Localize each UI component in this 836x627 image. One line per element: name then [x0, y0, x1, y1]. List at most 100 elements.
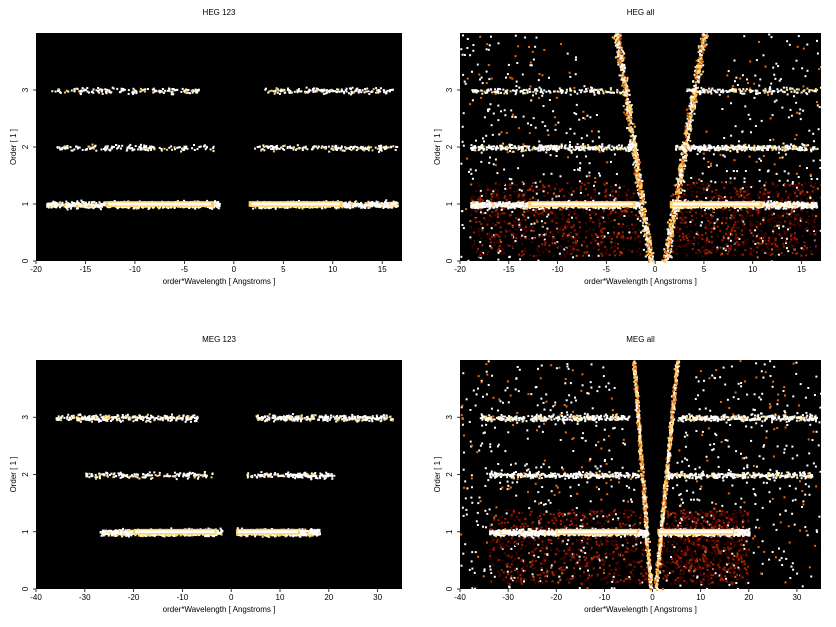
- event-pixel: [704, 253, 706, 255]
- event-pixel: [518, 194, 520, 196]
- event-pixel: [191, 147, 193, 149]
- event-pixel: [728, 236, 730, 238]
- event-pixel: [570, 253, 572, 255]
- event-pixel: [713, 196, 715, 198]
- event-pixel: [518, 219, 520, 221]
- event-pixel: [486, 82, 488, 84]
- event-pixel: [318, 146, 320, 148]
- event-pixel: [707, 228, 709, 230]
- event-pixel: [579, 226, 581, 228]
- event-pixel: [734, 60, 736, 62]
- event-pixel: [768, 239, 770, 241]
- event-pixel: [102, 203, 104, 205]
- event-pixel: [475, 218, 477, 220]
- event-pixel: [515, 224, 517, 226]
- event-pixel: [538, 235, 540, 237]
- event-pixel: [787, 180, 789, 182]
- event-pixel: [487, 236, 489, 238]
- event-pixel: [716, 261, 718, 263]
- event-pixel: [561, 217, 563, 219]
- event-pixel: [722, 239, 724, 241]
- event-pixel: [60, 92, 62, 94]
- event-pixel: [819, 167, 821, 169]
- event-pixel: [472, 200, 474, 202]
- event-pixel: [634, 231, 636, 233]
- event-pixel: [743, 196, 745, 198]
- event-pixel: [802, 110, 804, 112]
- event-pixel: [799, 108, 801, 110]
- event-pixel: [89, 148, 91, 150]
- event-pixel: [614, 245, 616, 247]
- event-pixel: [465, 83, 467, 85]
- event-pixel: [75, 146, 77, 148]
- event-pixel: [567, 219, 569, 221]
- event-pixel: [639, 254, 641, 256]
- event-pixel: [591, 255, 593, 257]
- event-pixel: [371, 90, 373, 92]
- event-pixel: [560, 255, 562, 257]
- event-pixel: [524, 248, 526, 250]
- event-pixel: [140, 149, 142, 151]
- event-pixel: [799, 113, 801, 115]
- event-pixel: [579, 221, 581, 223]
- event-pixel: [507, 223, 509, 225]
- y-tick-label: 3: [21, 87, 30, 92]
- event-pixel: [712, 249, 714, 251]
- event-pixel: [790, 223, 792, 225]
- event-pixel: [126, 150, 128, 152]
- event-pixel: [748, 209, 750, 211]
- event-pixel: [543, 105, 545, 107]
- event-pixel: [696, 78, 698, 80]
- event-pixel: [283, 149, 285, 151]
- event-pixel: [738, 140, 740, 142]
- event-pixel: [580, 186, 582, 188]
- event-pixel: [523, 185, 525, 187]
- event-pixel: [584, 195, 586, 197]
- event-pixel: [96, 89, 98, 91]
- event-pixel: [515, 190, 517, 192]
- event-pixel: [710, 165, 712, 167]
- event-pixel: [775, 238, 777, 240]
- event-pixel: [771, 260, 773, 262]
- event-pixel: [166, 149, 168, 151]
- event-pixel: [732, 85, 734, 87]
- event-pixel: [746, 78, 748, 80]
- event-pixel: [723, 187, 725, 189]
- event-pixel: [679, 171, 681, 173]
- event-pixel: [814, 225, 816, 227]
- event-pixel: [751, 224, 753, 226]
- event-pixel: [252, 208, 254, 210]
- event-pixel: [562, 238, 564, 240]
- event-pixel: [544, 241, 546, 243]
- event-pixel: [570, 211, 572, 213]
- event-pixel: [535, 199, 537, 201]
- event-pixel: [790, 109, 792, 111]
- event-pixel: [385, 199, 387, 201]
- event-pixel: [206, 146, 208, 148]
- event-pixel: [808, 223, 810, 225]
- event-pixel: [162, 91, 164, 93]
- event-pixel: [504, 197, 506, 199]
- event-pixel: [618, 249, 620, 251]
- event-pixel: [280, 90, 282, 92]
- event-pixel: [716, 194, 718, 196]
- event-pixel: [498, 184, 500, 186]
- event-pixel: [331, 148, 333, 150]
- event-pixel: [511, 78, 513, 80]
- event-pixel: [727, 226, 729, 228]
- event-pixel: [730, 215, 732, 217]
- event-pixel: [774, 101, 776, 103]
- event-pixel: [605, 193, 607, 195]
- event-pixel: [594, 195, 596, 197]
- event-pixel: [133, 149, 135, 151]
- event-pixel: [759, 169, 761, 171]
- event-pixel: [203, 145, 205, 147]
- event-pixel: [686, 243, 688, 245]
- event-pixel: [794, 218, 796, 220]
- event-pixel: [524, 250, 526, 252]
- event-pixel: [695, 81, 697, 83]
- event-pixel: [484, 116, 486, 118]
- event-pixel: [806, 191, 808, 193]
- event-pixel: [747, 82, 749, 84]
- event-pixel: [817, 53, 819, 55]
